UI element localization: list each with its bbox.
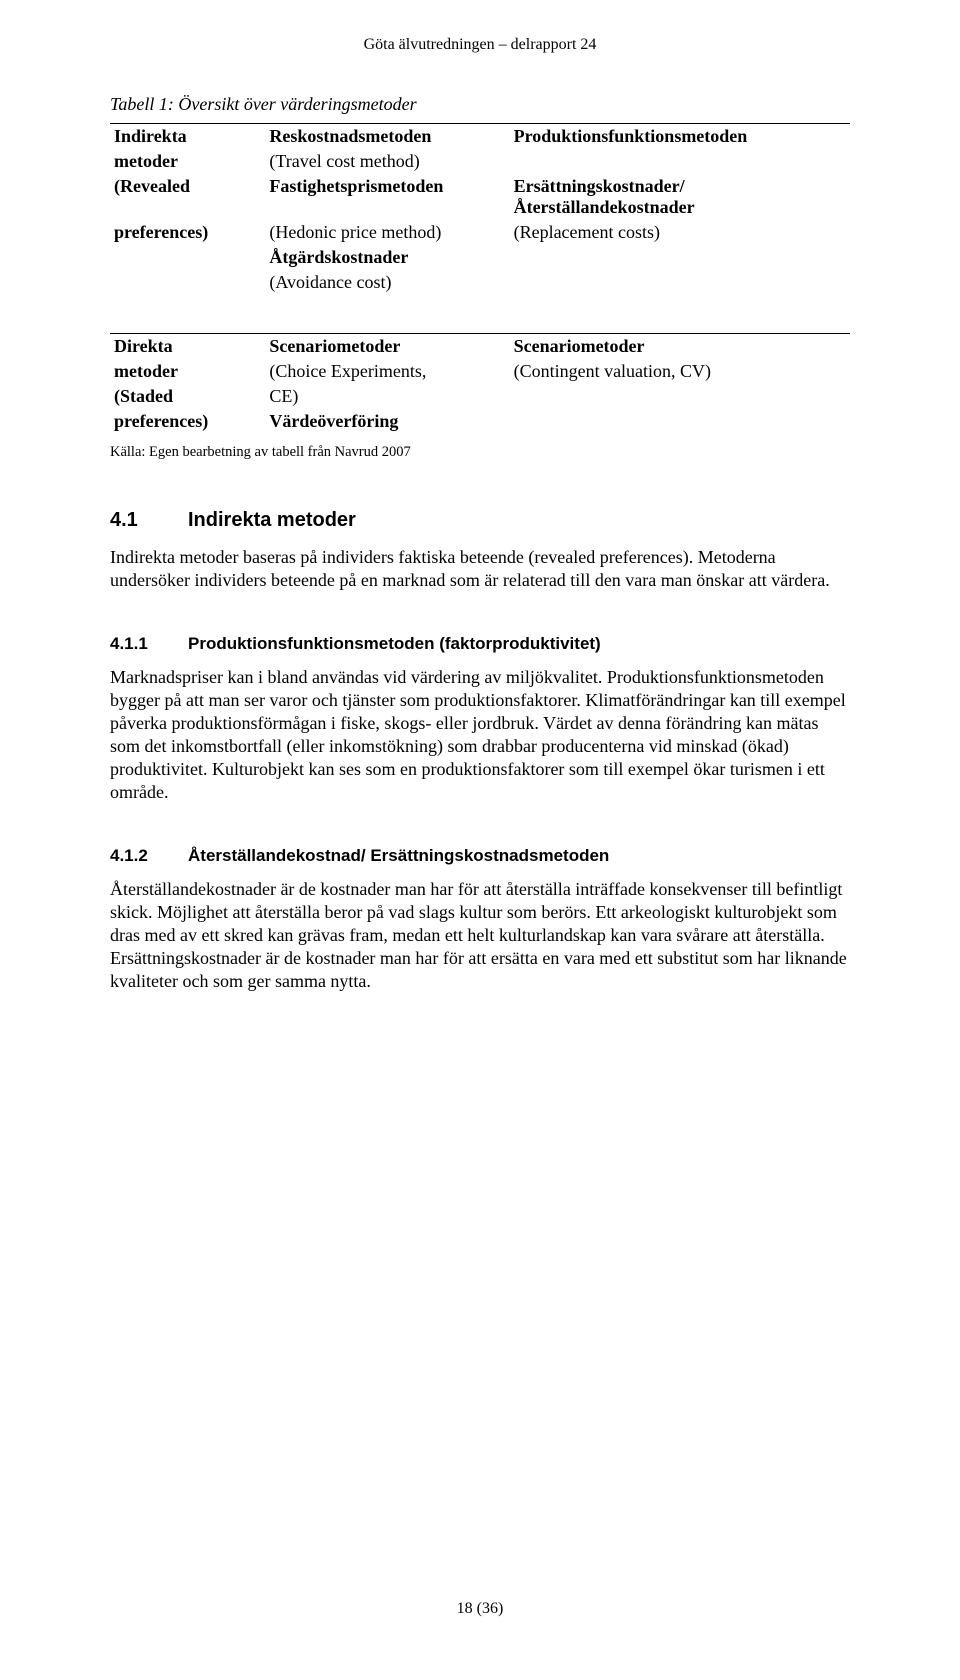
table-row: preferences) (Hedonic price method) (Rep…	[110, 220, 850, 245]
cell: Värdeöverföring	[265, 409, 509, 434]
cell: CE)	[265, 384, 509, 409]
heading-4-1-2: 4.1.2Återställandekostnad/ Ersättningsko…	[110, 846, 850, 866]
table-row: metoder (Choice Experiments, (Contingent…	[110, 359, 850, 384]
table-source: Källa: Egen bearbetning av tabell från N…	[110, 444, 850, 461]
cell: Reskostnadsmetoden	[265, 124, 509, 150]
paragraph: Indirekta metoder baseras på individers …	[110, 546, 850, 592]
heading-text: Produktionsfunktionsmetoden (faktorprodu…	[188, 634, 601, 653]
cell: (Revealed	[110, 174, 265, 220]
cell: (Avoidance cost)	[265, 270, 509, 295]
heading-4-1-1: 4.1.1Produktionsfunktionsmetoden (faktor…	[110, 634, 850, 654]
spacer	[110, 305, 850, 333]
cell: (Choice Experiments,	[265, 359, 509, 384]
cell	[510, 384, 850, 409]
table-1-upper: Indirekta Reskostnadsmetoden Produktions…	[110, 123, 850, 295]
table-row: preferences) Värdeöverföring	[110, 409, 850, 434]
table-row: metoder (Travel cost method)	[110, 149, 850, 174]
cell: (Travel cost method)	[265, 149, 509, 174]
cell: Scenariometoder	[265, 334, 509, 360]
heading-text: Återställandekostnad/ Ersättningskostnad…	[188, 846, 609, 865]
cell: preferences)	[110, 220, 265, 245]
cell	[510, 409, 850, 434]
cell: (Hedonic price method)	[265, 220, 509, 245]
cell: Scenariometoder	[510, 334, 850, 360]
heading-number: 4.1	[110, 509, 188, 532]
cell: Produktionsfunktionsmetoden	[510, 124, 850, 150]
cell: Ersättningskostnader/Återställandekostna…	[510, 174, 850, 220]
heading-4-1: 4.1Indirekta metoder	[110, 509, 850, 532]
cell: (Replacement costs)	[510, 220, 850, 245]
table-row: (Staded CE)	[110, 384, 850, 409]
cell	[110, 270, 265, 295]
cell: preferences)	[110, 409, 265, 434]
cell	[510, 245, 850, 270]
heading-text: Indirekta metoder	[188, 509, 356, 531]
table-row: Direkta Scenariometoder Scenariometoder	[110, 334, 850, 360]
heading-number: 4.1.1	[110, 634, 188, 654]
cell: (Staded	[110, 384, 265, 409]
cell	[110, 245, 265, 270]
cell: Fastighetsprismetoden	[265, 174, 509, 220]
cell: Åtgärdskostnader	[265, 245, 509, 270]
cell: Indirekta	[110, 124, 265, 150]
table-1-lower: Direkta Scenariometoder Scenariometoder …	[110, 333, 850, 434]
page-footer: 18 (36)	[0, 1600, 960, 1618]
paragraph: Marknadspriser kan i bland användas vid …	[110, 666, 850, 804]
cell	[510, 149, 850, 174]
table-row: Indirekta Reskostnadsmetoden Produktions…	[110, 124, 850, 150]
table-caption: Tabell 1: Översikt över värderingsmetode…	[110, 94, 850, 115]
cell: Direkta	[110, 334, 265, 360]
cell: metoder	[110, 359, 265, 384]
cell: (Contingent valuation, CV)	[510, 359, 850, 384]
paragraph: Återställandekostnader är de kostnader m…	[110, 878, 850, 993]
cell: metoder	[110, 149, 265, 174]
cell	[510, 270, 850, 295]
running-header: Göta älvutredningen – delrapport 24	[110, 36, 850, 54]
table-row: Åtgärdskostnader	[110, 245, 850, 270]
table-row: (Avoidance cost)	[110, 270, 850, 295]
page-content: Göta älvutredningen – delrapport 24 Tabe…	[0, 0, 960, 1063]
table-row: (Revealed Fastighetsprismetoden Ersättni…	[110, 174, 850, 220]
heading-number: 4.1.2	[110, 846, 188, 866]
